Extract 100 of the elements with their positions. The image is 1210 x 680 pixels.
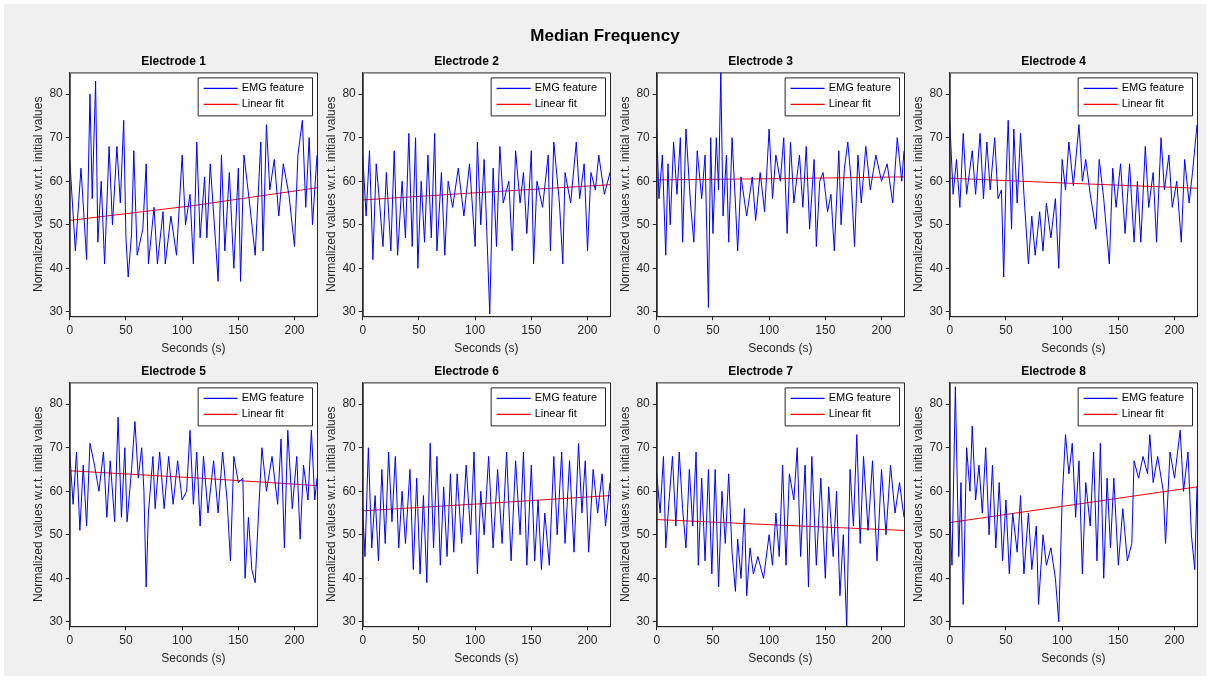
- y-tick-label: 80: [929, 86, 944, 101]
- legend-label: EMG feature: [534, 391, 597, 404]
- y-tick-label: 70: [636, 130, 651, 145]
- x-tick-label: 0: [66, 322, 74, 337]
- x-tick-label: 150: [521, 632, 542, 647]
- y-tick-label: 30: [49, 614, 64, 629]
- x-tick-label: 150: [521, 322, 542, 337]
- x-tick-label: 50: [119, 632, 133, 647]
- x-tick-label: 0: [946, 632, 954, 647]
- x-tick-label: 200: [871, 632, 892, 647]
- legend-label: EMG feature: [534, 81, 597, 94]
- y-tick-label: 60: [636, 173, 651, 188]
- x-tick-label: 150: [1108, 632, 1129, 647]
- y-axis-title: Normalized values w.r.t. initial values: [30, 406, 45, 603]
- y-tick-label: 60: [636, 483, 651, 498]
- y-tick-label: 40: [636, 570, 651, 585]
- y-axis-title: Normalized values w.r.t. initial values: [30, 96, 45, 293]
- legend-label: Linear fit: [534, 97, 577, 110]
- x-tick-label: 150: [1108, 322, 1129, 337]
- y-tick-label: 40: [49, 570, 64, 585]
- y-tick-label: 50: [49, 217, 64, 232]
- x-tick-label: 50: [999, 632, 1013, 647]
- legend-label: Linear fit: [1121, 407, 1164, 420]
- y-tick-label: 70: [929, 130, 944, 145]
- y-tick-label: 40: [929, 570, 944, 585]
- y-tick-label: 80: [342, 86, 357, 101]
- y-tick-label: 40: [636, 260, 651, 275]
- x-tick-label: 50: [706, 632, 720, 647]
- chart-title: Electrode 8: [1021, 363, 1087, 378]
- x-axis-title: Seconds (s): [748, 651, 813, 666]
- legend-label: EMG feature: [828, 391, 891, 404]
- y-tick-label: 80: [342, 396, 357, 411]
- y-tick-label: 30: [929, 614, 944, 629]
- y-tick-label: 60: [49, 173, 64, 188]
- x-tick-label: 50: [706, 322, 720, 337]
- x-tick-label: 200: [871, 322, 892, 337]
- y-tick-label: 80: [49, 396, 64, 411]
- y-tick-label: 60: [342, 173, 357, 188]
- y-tick-label: 60: [342, 483, 357, 498]
- x-tick-label: 200: [1164, 322, 1185, 337]
- y-tick-label: 60: [929, 173, 944, 188]
- x-tick-label: 200: [284, 632, 305, 647]
- x-axis-title: Seconds (s): [161, 341, 226, 356]
- y-tick-label: 70: [49, 130, 64, 145]
- chart-title: Electrode 3: [728, 53, 794, 68]
- y-tick-label: 40: [342, 570, 357, 585]
- x-tick-label: 0: [359, 322, 367, 337]
- y-tick-label: 50: [929, 527, 944, 542]
- chart-title: Electrode 4: [1021, 53, 1087, 68]
- chart-title: Electrode 6: [434, 363, 500, 378]
- legend-label: EMG feature: [828, 81, 891, 94]
- legend-label: EMG feature: [1121, 81, 1184, 94]
- y-axis-title: Normalized values w.r.t. initial values: [617, 96, 632, 293]
- y-tick-label: 50: [636, 217, 651, 232]
- x-tick-label: 150: [815, 322, 836, 337]
- x-axis-title: Seconds (s): [161, 651, 226, 666]
- y-tick-label: 30: [342, 614, 357, 629]
- y-tick-label: 30: [636, 304, 651, 319]
- legend-label: Linear fit: [828, 97, 871, 110]
- x-tick-label: 100: [172, 632, 193, 647]
- chart-title: Electrode 1: [141, 53, 207, 68]
- y-tick-label: 50: [49, 527, 64, 542]
- y-tick-label: 30: [929, 304, 944, 319]
- x-tick-label: 50: [412, 632, 426, 647]
- legend-label: EMG feature: [241, 391, 304, 404]
- x-tick-label: 200: [577, 632, 598, 647]
- x-axis-title: Seconds (s): [454, 341, 519, 356]
- y-tick-label: 60: [49, 483, 64, 498]
- x-tick-label: 0: [653, 322, 661, 337]
- legend-label: Linear fit: [241, 407, 284, 420]
- legend-label: Linear fit: [828, 407, 871, 420]
- x-tick-label: 100: [759, 322, 780, 337]
- chart-title: Electrode 7: [728, 363, 794, 378]
- legend-label: Linear fit: [534, 407, 577, 420]
- chart-title: Electrode 2: [434, 53, 500, 68]
- x-tick-label: 150: [228, 632, 249, 647]
- legend-label: Linear fit: [1121, 97, 1164, 110]
- y-axis-title: Normalized values w.r.t. initial values: [323, 96, 338, 293]
- y-tick-label: 80: [49, 86, 64, 101]
- legend-label: EMG feature: [241, 81, 304, 94]
- y-tick-label: 70: [342, 130, 357, 145]
- legend-label: EMG feature: [1121, 391, 1184, 404]
- y-tick-label: 80: [636, 86, 651, 101]
- x-tick-label: 100: [1052, 632, 1073, 647]
- y-tick-label: 70: [929, 440, 944, 455]
- y-tick-label: 30: [342, 304, 357, 319]
- y-tick-label: 40: [49, 260, 64, 275]
- x-tick-label: 100: [465, 632, 486, 647]
- y-tick-label: 50: [342, 217, 357, 232]
- y-tick-label: 60: [929, 483, 944, 498]
- x-tick-label: 100: [1052, 322, 1073, 337]
- y-tick-label: 40: [929, 260, 944, 275]
- y-tick-label: 40: [342, 260, 357, 275]
- y-tick-label: 30: [49, 304, 64, 319]
- x-tick-label: 50: [999, 322, 1013, 337]
- x-tick-label: 200: [1164, 632, 1185, 647]
- x-axis-title: Seconds (s): [1041, 651, 1106, 666]
- y-tick-label: 70: [342, 440, 357, 455]
- x-tick-label: 50: [412, 322, 426, 337]
- x-tick-label: 0: [359, 632, 367, 647]
